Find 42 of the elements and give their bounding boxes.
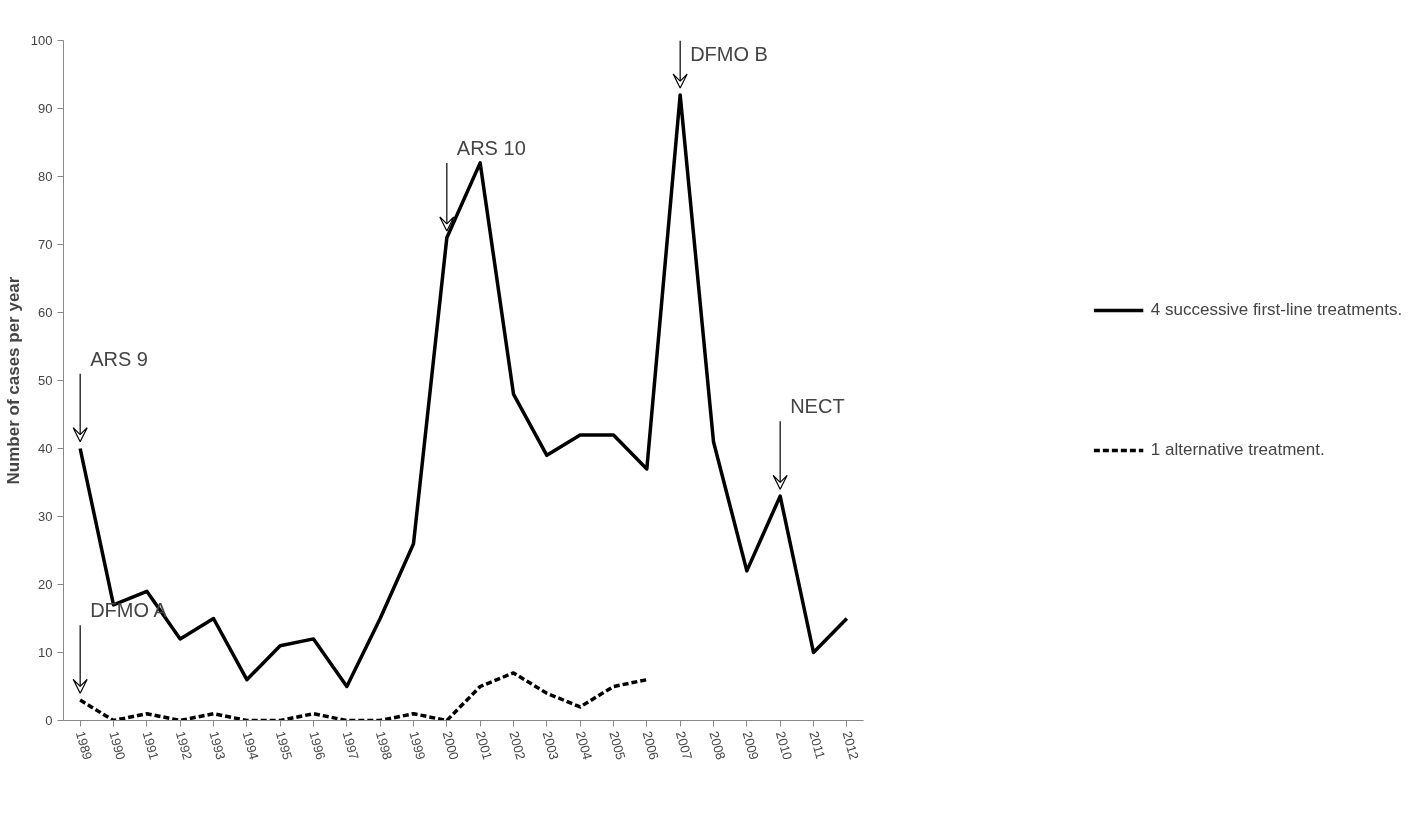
x-tick-label: 1990: [106, 729, 129, 762]
legend-label: 1 alternative treatment.: [1150, 440, 1325, 460]
y-tick-label: 100: [30, 33, 53, 48]
annotation: NECT: [790, 395, 845, 418]
x-tick-label: 1997: [339, 729, 362, 762]
x-tick-label: 1999: [406, 729, 429, 762]
y-tick-label: 30: [38, 509, 53, 524]
x-tick-label: 1989: [72, 729, 96, 762]
y-axis-title: Number of cases per year: [3, 276, 23, 485]
x-tick-label: 2001: [472, 729, 496, 762]
x-tick-label: 1995: [272, 729, 296, 762]
x-tick-label: 1998: [372, 729, 396, 762]
x-tick-label: 2008: [706, 729, 729, 762]
y-tick-label: 60: [38, 305, 53, 320]
x-tick-label: 1991: [139, 729, 162, 762]
x-tick-label: 2000: [439, 729, 462, 762]
y-tick-label: 80: [38, 169, 53, 184]
x-tick-label: 2005: [606, 729, 629, 762]
x-tick-label: 2007: [672, 729, 696, 762]
x-tick-label: 2006: [639, 729, 662, 762]
y-tick-label: 0: [45, 713, 53, 728]
x-tick-label: 2004: [572, 729, 596, 762]
x-tick-label: 2011: [806, 729, 829, 761]
x-tick-label: 1996: [306, 729, 329, 762]
x-tick-label: 1994: [239, 729, 262, 762]
legend-label: 4 successive first-line treatments.: [1150, 300, 1403, 320]
x-tick-label: 2003: [539, 729, 562, 762]
x-tick-label: 1993: [206, 729, 229, 762]
x-tick-label: 2012: [839, 729, 862, 762]
x-tick-label: 2002: [506, 729, 529, 762]
y-tick-label: 40: [38, 441, 53, 456]
y-tick-label: 10: [38, 645, 53, 660]
annotation: ARS 10: [456, 136, 526, 159]
x-tick-label: 2010: [772, 729, 796, 762]
x-tick-label: 2009: [739, 729, 762, 762]
y-tick-label: 70: [38, 237, 53, 252]
x-tick-label: 1992: [172, 729, 196, 762]
annotation: ARS 9: [90, 347, 148, 370]
y-tick-label: 90: [38, 101, 53, 116]
annotation: DFMO B: [690, 42, 768, 65]
y-tick-label: 50: [38, 373, 53, 388]
y-tick-label: 20: [38, 577, 53, 592]
